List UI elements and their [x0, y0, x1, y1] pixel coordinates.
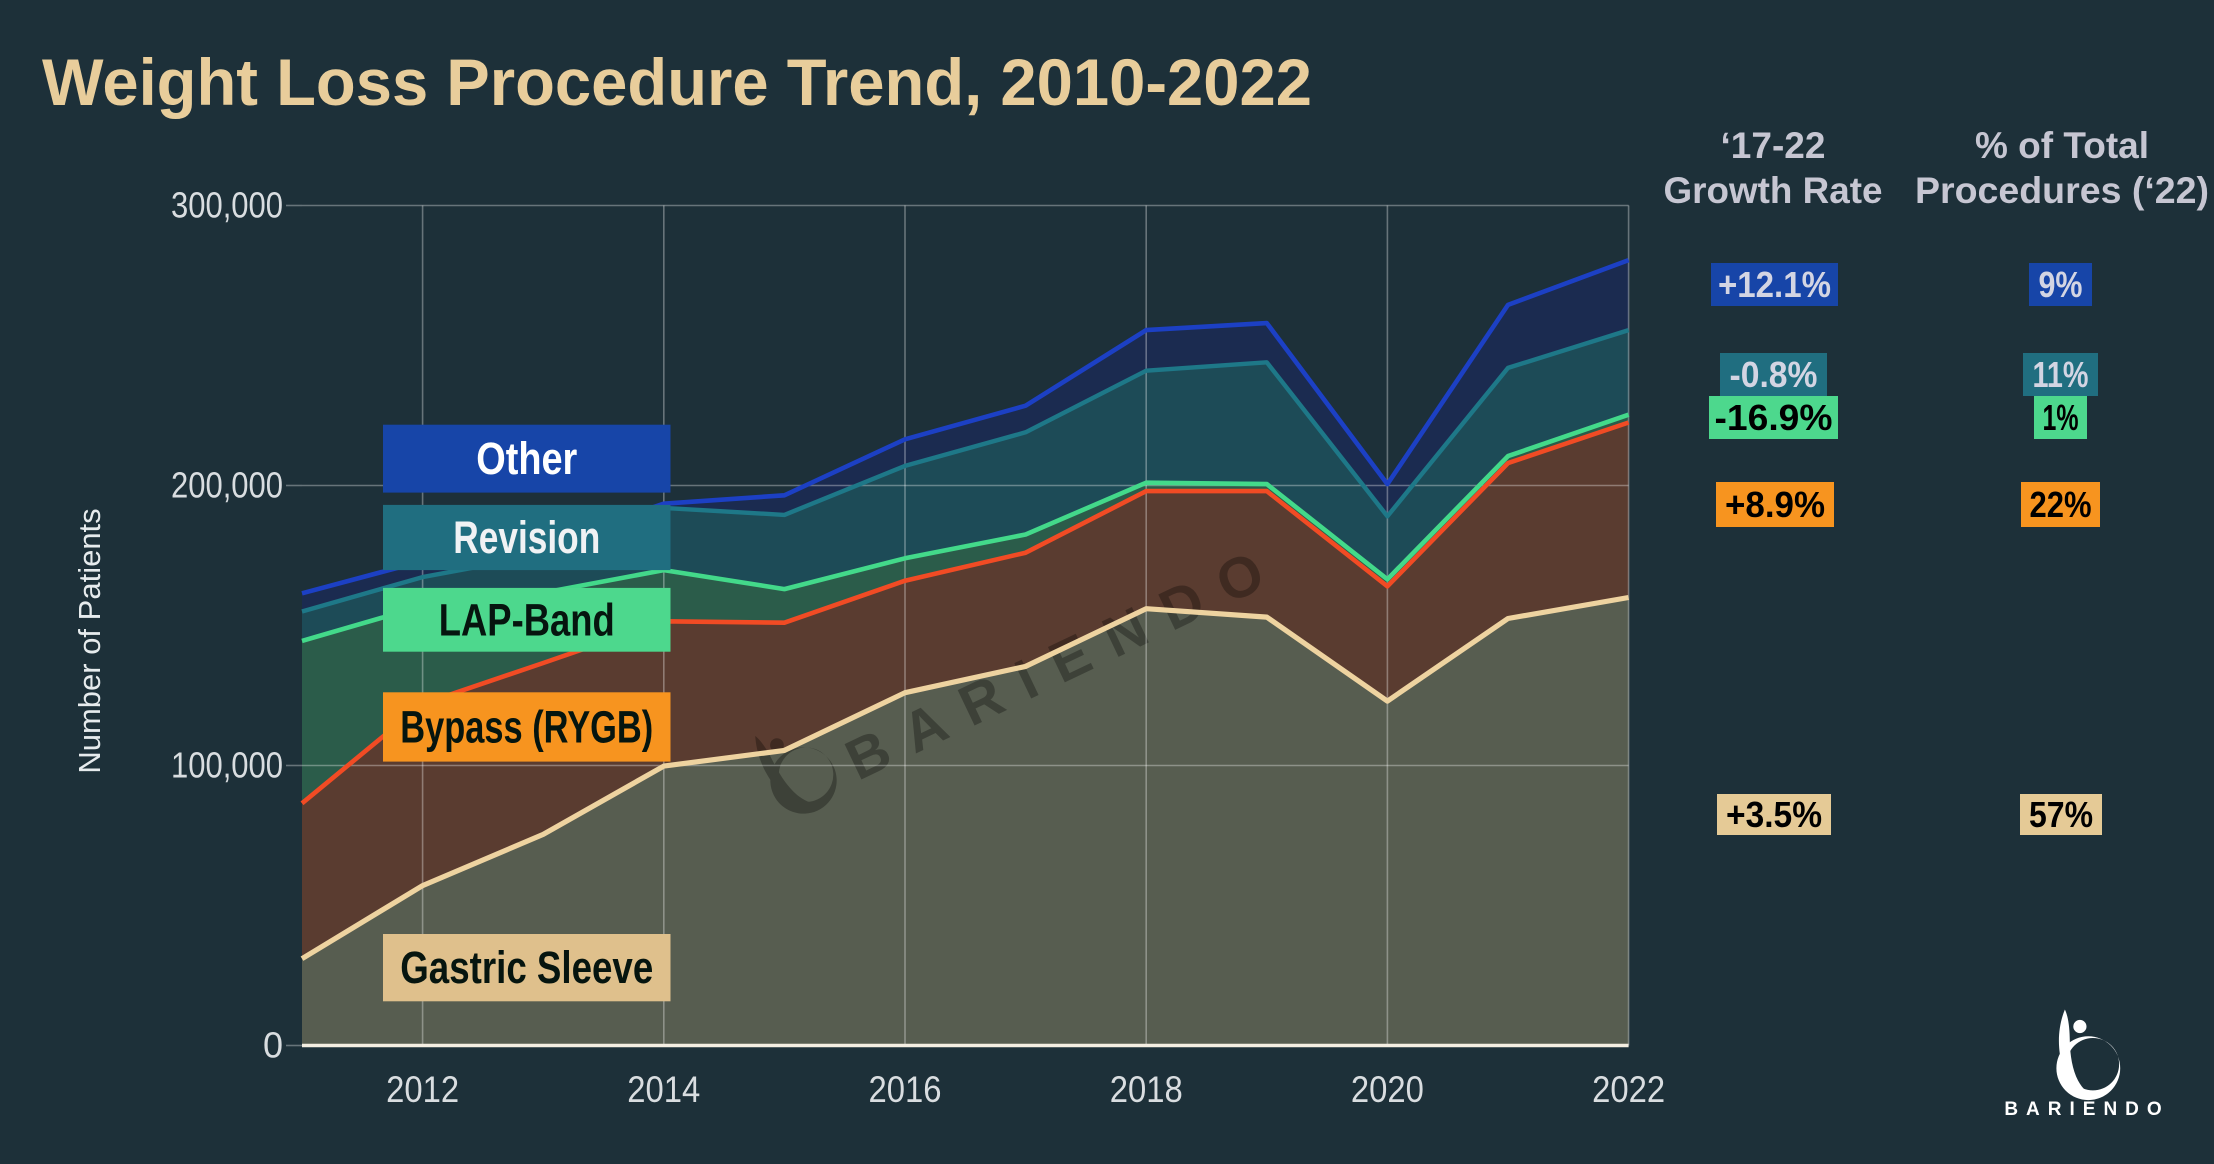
- svg-text:+3.5%: +3.5%: [1726, 794, 1822, 835]
- svg-text:BARIENDO: BARIENDO: [2004, 1099, 2169, 1120]
- svg-text:9%: 9%: [2039, 264, 2083, 305]
- svg-text:200,000: 200,000: [171, 465, 283, 506]
- svg-text:2022: 2022: [1592, 1069, 1665, 1110]
- svg-text:Gastric Sleeve: Gastric Sleeve: [400, 942, 653, 993]
- svg-text:22%: 22%: [2030, 484, 2092, 525]
- svg-text:% of Total: % of Total: [1975, 125, 2149, 166]
- svg-text:2014: 2014: [627, 1069, 700, 1110]
- svg-text:1%: 1%: [2043, 397, 2079, 438]
- svg-text:Revision: Revision: [453, 512, 600, 563]
- svg-text:11%: 11%: [2033, 354, 2089, 395]
- svg-text:2018: 2018: [1110, 1069, 1183, 1110]
- svg-text:Procedures (‘22): Procedures (‘22): [1915, 170, 2209, 211]
- svg-text:Growth Rate: Growth Rate: [1664, 170, 1883, 211]
- svg-text:+8.9%: +8.9%: [1725, 484, 1825, 525]
- svg-text:Bypass (RYGB): Bypass (RYGB): [400, 701, 653, 752]
- svg-text:57%: 57%: [2029, 794, 2093, 835]
- svg-text:2020: 2020: [1351, 1069, 1424, 1110]
- svg-text:Number of Patients: Number of Patients: [72, 508, 107, 773]
- svg-text:Weight Loss Procedure Trend, 2: Weight Loss Procedure Trend, 2010-2022: [42, 45, 1312, 119]
- svg-text:+12.1%: +12.1%: [1718, 264, 1831, 305]
- svg-text:300,000: 300,000: [171, 185, 283, 226]
- svg-text:-16.9%: -16.9%: [1715, 397, 1833, 438]
- svg-text:0: 0: [263, 1025, 283, 1066]
- svg-text:2016: 2016: [869, 1069, 942, 1110]
- svg-text:-0.8%: -0.8%: [1730, 354, 1818, 395]
- svg-text:100,000: 100,000: [171, 745, 283, 786]
- svg-text:‘17-22: ‘17-22: [1721, 125, 1826, 166]
- svg-text:2012: 2012: [386, 1069, 459, 1110]
- svg-text:LAP-Band: LAP-Band: [439, 594, 615, 645]
- svg-text:Other: Other: [476, 433, 577, 484]
